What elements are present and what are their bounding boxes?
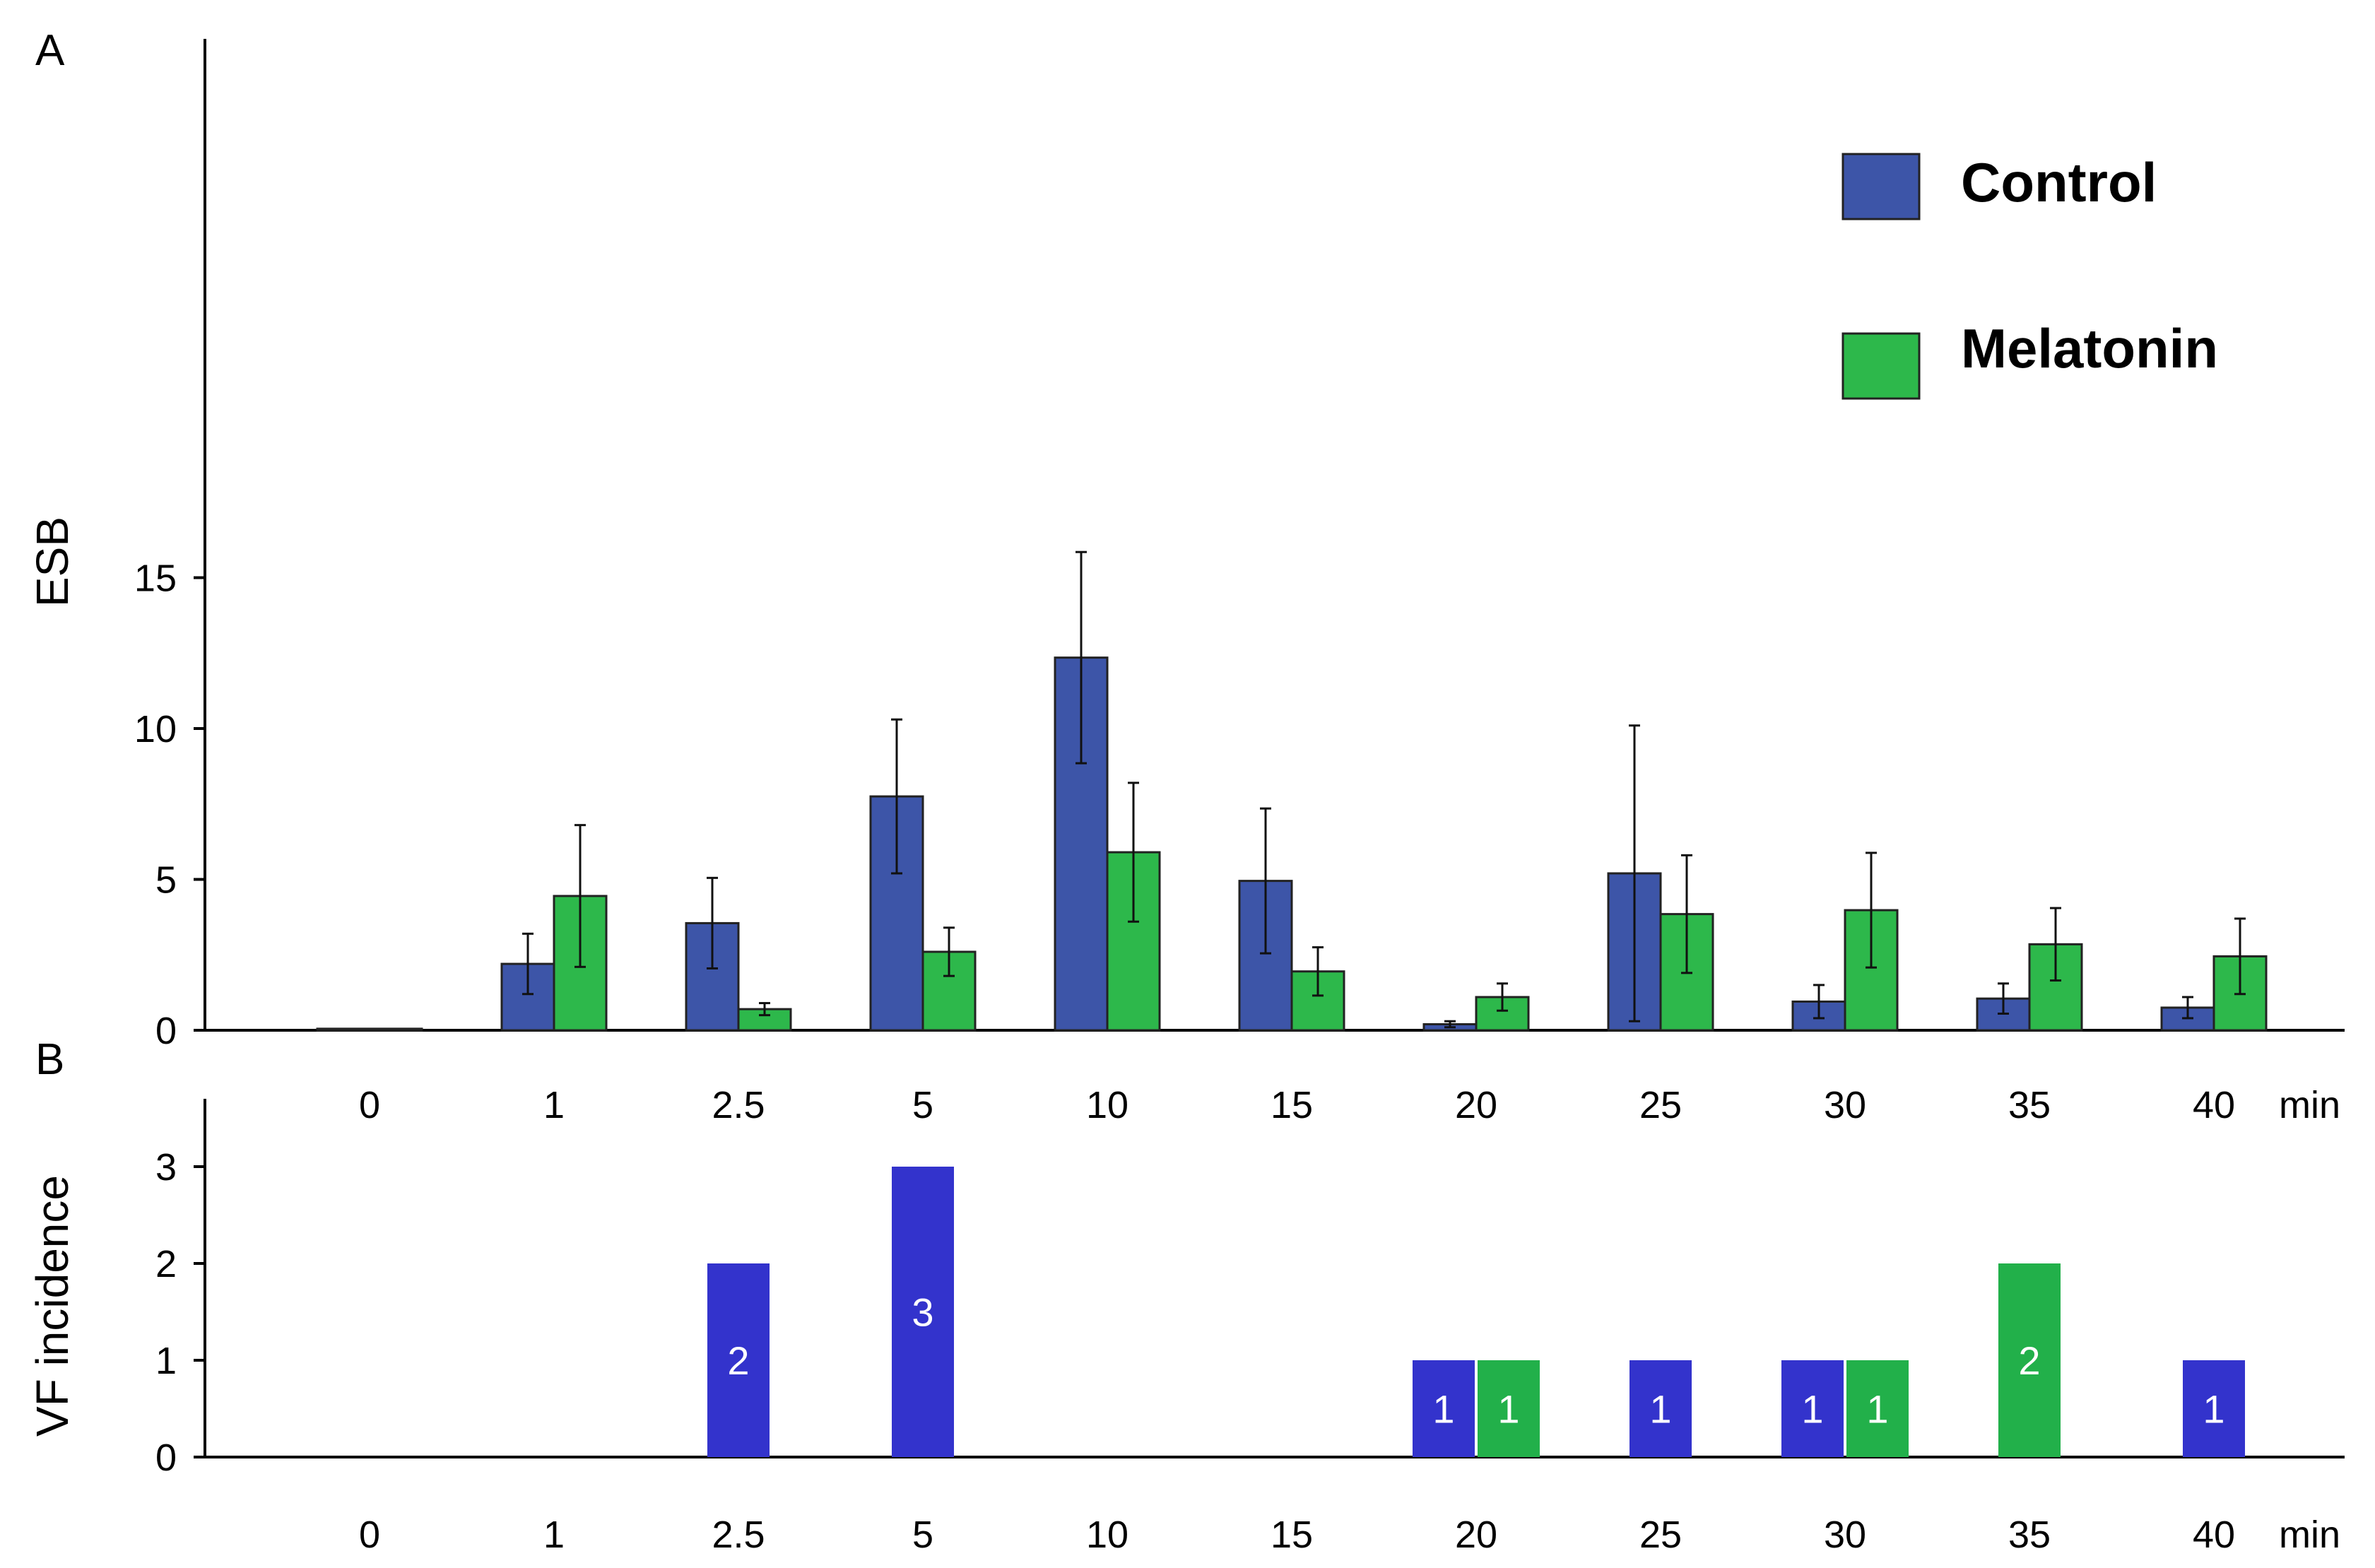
panel-b-bar-control [1413,1360,1475,1457]
panel-b-bar-label: 1 [1649,1387,1671,1432]
panel-b-bar-label: 1 [1801,1387,1823,1432]
panel-b-y-tick-label: 3 [155,1146,177,1189]
panel-b-bar-control [707,1263,770,1457]
panel-a-y-tick-label: 5 [155,859,177,902]
legend-swatch-melatonin [1841,332,1921,400]
panel-b-x-tick-label: 5 [912,1514,933,1556]
panel-b-bar-control [1781,1360,1844,1457]
panel-b-y-tick-label: 1 [155,1340,177,1382]
panel-a-x-tick-label: 2.5 [712,1084,765,1126]
panel-a-label: A [35,26,65,75]
panel-a-bar-control [316,1027,423,1032]
panel-a-y-axis-title: ESB [27,517,78,607]
panel-a-y-tick-label: 10 [134,708,177,750]
panel-b-bar-melatonin [1846,1360,1909,1457]
panel-b-x-tick-label: 10 [1086,1514,1128,1556]
panel-b-bar-label: 2 [727,1338,749,1383]
panel-a-x-tick-label: 30 [1824,1084,1866,1126]
panel-b-x-tick-label: 35 [2008,1514,2051,1556]
panel-a-plot: 0 5 10 15 0 1 2.5 5 10 15 20 25 30 35 40 [134,39,2345,1126]
panel-a-x-tick-label: 5 [912,1084,933,1126]
panel-b-x-tick-label: 0 [359,1514,380,1556]
panel-a-bar-melatonin [1475,996,1530,1032]
panel-b-bar-control [2183,1360,2245,1457]
panel-a-x-tick-label: 10 [1086,1084,1128,1126]
panel-a-y-tick-label: 0 [155,1010,177,1052]
panel-b-x-unit-label: min [2279,1514,2340,1556]
panel-a-x-tick-label: 15 [1271,1084,1313,1126]
panel-a-x-tick-label: 1 [543,1084,565,1126]
panel-a-x-tick-label: 35 [2008,1084,2051,1126]
panel-b-x-tick-label: 30 [1824,1514,1866,1556]
panel-a-bar-melatonin [1106,851,1161,1032]
panel-b-x-tick-label: 1 [543,1514,565,1556]
panel-b-bar-melatonin [1478,1360,1540,1457]
panel-a-y-tick-label: 15 [134,558,177,600]
panel-a-x-tick-label: 40 [2193,1084,2235,1126]
panel-b-label: B [35,1035,64,1084]
panel-b-y-tick-label: 2 [155,1243,177,1285]
legend-label-melatonin: Melatonin [1961,317,2218,379]
panel-b-x-tick-label: 20 [1455,1514,1497,1556]
panel-b-bar-label: 1 [2203,1387,2224,1432]
panel-a-x-tick-label: 0 [359,1084,380,1126]
panel-b-x-tick-label: 15 [1271,1514,1313,1556]
panel-b-x-tick-label: 25 [1639,1514,1682,1556]
panel-b-bar-label: 1 [1497,1387,1519,1432]
panel-b-bar-label: 1 [1866,1387,1888,1432]
panel-b-y-tick-label: 0 [155,1437,177,1479]
panel-b-x-tick-label: 40 [2193,1514,2235,1556]
panel-a-x-unit-label: min [2279,1084,2340,1126]
panel-b-bar-label: 3 [912,1290,933,1335]
legend: Control Melatonin [1841,151,2218,400]
panel-a-x-tick-label: 20 [1455,1084,1497,1126]
panel-b-bar-melatonin [1998,1263,2061,1457]
panel-b-y-axis-title: VF incidence [27,1175,78,1437]
legend-label-control: Control [1961,151,2157,213]
panel-b-bar-label: 1 [1432,1387,1454,1432]
panel-a-x-tick-label: 25 [1639,1084,1682,1126]
legend-swatch-control [1841,153,1921,220]
panel-b-bar-control [892,1167,954,1457]
panel-b-x-tick-label: 2.5 [712,1514,765,1556]
panel-b-bar-control [1630,1360,1692,1457]
panel-b-bar-label: 2 [2018,1338,2040,1383]
